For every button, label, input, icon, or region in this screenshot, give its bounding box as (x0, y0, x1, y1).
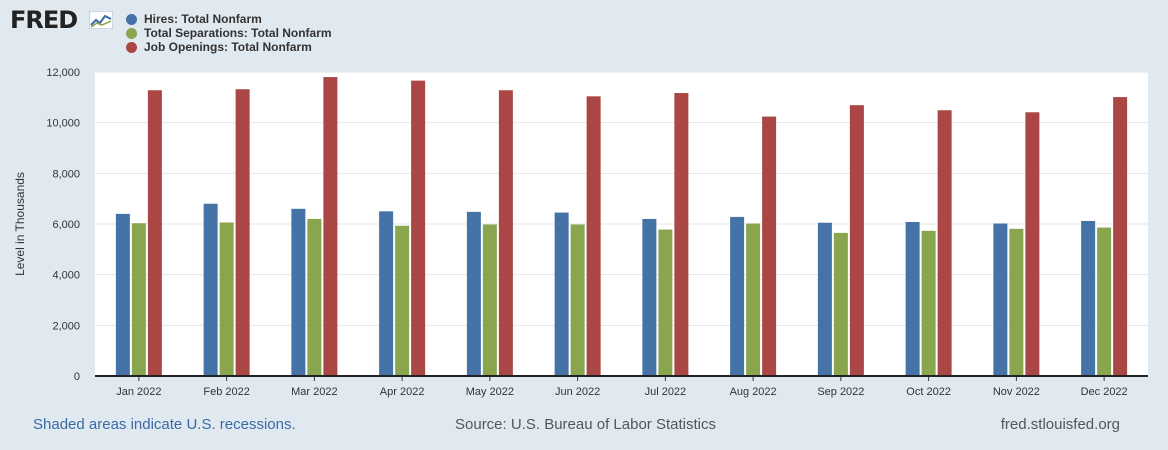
bar-hires-3[interactable] (291, 208, 306, 376)
y-tick-label: 4,000 (52, 270, 80, 282)
recession-note-link[interactable]: Shaded areas indicate U.S. recessions. (33, 416, 296, 433)
x-tick-label: Sep 2022 (817, 386, 864, 398)
bar-separations-2[interactable] (219, 222, 234, 376)
bar-openings-2[interactable] (235, 89, 250, 376)
y-tick-label: 2,000 (52, 320, 80, 332)
y-tick-label: 12,000 (46, 67, 80, 79)
legend-label-separations: Total Separations: Total Nonfarm (144, 26, 332, 40)
bar-hires-5[interactable] (466, 211, 481, 376)
bar-hires-6[interactable] (554, 212, 569, 376)
legend-label-openings: Job Openings: Total Nonfarm (144, 40, 312, 54)
bar-separations-1[interactable] (131, 223, 146, 376)
bar-openings-11[interactable] (1025, 112, 1040, 376)
bar-openings-3[interactable] (323, 77, 338, 377)
x-tick-label: Apr 2022 (380, 386, 425, 398)
x-tick-label: Feb 2022 (203, 386, 249, 398)
bar-chart: 0 2,000 4,000 6,000 8,000 10,000 12,000 Jan 20… (13, 67, 1148, 398)
bar-openings-1[interactable] (147, 90, 162, 377)
bar-openings-7[interactable] (674, 93, 689, 376)
legend-item-separations[interactable]: Total Separations: Total Nonfarm (126, 26, 332, 40)
x-tick-label: Mar 2022 (291, 386, 337, 398)
bar-hires-10[interactable] (905, 221, 920, 376)
source-text: Source: U.S. Bureau of Labor Statistics (455, 416, 716, 433)
bar-separations-6[interactable] (570, 224, 585, 376)
x-tick-label: Jul 2022 (645, 386, 687, 398)
bar-hires-2[interactable] (203, 203, 218, 376)
bar-hires-9[interactable] (817, 222, 832, 376)
bar-openings-12[interactable] (1113, 97, 1128, 376)
x-tick-label: Oct 2022 (906, 386, 951, 398)
fred-graph-icon (89, 11, 113, 29)
bar-openings-10[interactable] (937, 110, 952, 377)
fred-logo[interactable]: FRED (10, 6, 78, 34)
bar-separations-7[interactable] (658, 229, 673, 376)
bar-separations-4[interactable] (395, 225, 410, 376)
x-tick-label: Nov 2022 (993, 386, 1040, 398)
legend-dot-openings (126, 41, 137, 53)
bar-hires-4[interactable] (379, 211, 394, 376)
x-tick-label: Aug 2022 (730, 386, 777, 398)
bar-openings-8[interactable] (762, 116, 777, 376)
legend-dot-separations (126, 27, 137, 39)
legend-item-hires[interactable]: Hires: Total Nonfarm (126, 12, 332, 26)
bar-hires-1[interactable] (115, 213, 130, 376)
bar-hires-8[interactable] (730, 216, 745, 376)
chart-legend: Hires: Total Nonfarm Total Separations: … (126, 12, 332, 54)
bar-separations-10[interactable] (921, 230, 936, 376)
bar-separations-12[interactable] (1097, 227, 1112, 376)
bar-hires-7[interactable] (642, 218, 657, 376)
bar-separations-8[interactable] (746, 223, 761, 376)
bar-openings-6[interactable] (586, 96, 601, 376)
bar-openings-9[interactable] (849, 105, 864, 376)
bar-hires-12[interactable] (1081, 220, 1096, 376)
bar-hires-11[interactable] (993, 223, 1008, 376)
legend-label-hires: Hires: Total Nonfarm (144, 12, 262, 26)
x-tick-label: Jun 2022 (555, 386, 600, 398)
x-tick-label: Jan 2022 (116, 386, 161, 398)
y-tick-label: 8,000 (52, 168, 80, 180)
site-link[interactable]: fred.stlouisfed.org (1000, 416, 1120, 433)
bar-separations-5[interactable] (482, 224, 497, 376)
legend-dot-hires (126, 13, 137, 25)
y-tick-label: 6,000 (52, 219, 80, 231)
bar-openings-4[interactable] (411, 80, 426, 376)
bar-separations-9[interactable] (833, 232, 848, 376)
bar-openings-5[interactable] (498, 90, 513, 377)
y-axis-label: Level in Thousands (13, 172, 27, 276)
bar-separations-11[interactable] (1009, 228, 1024, 376)
legend-item-openings[interactable]: Job Openings: Total Nonfarm (126, 40, 332, 54)
bar-separations-3[interactable] (307, 218, 322, 376)
y-tick-label: 10,000 (46, 118, 80, 130)
x-tick-label: May 2022 (466, 386, 514, 398)
x-tick-label: Dec 2022 (1081, 386, 1128, 398)
y-tick-label: 0 (74, 371, 80, 383)
